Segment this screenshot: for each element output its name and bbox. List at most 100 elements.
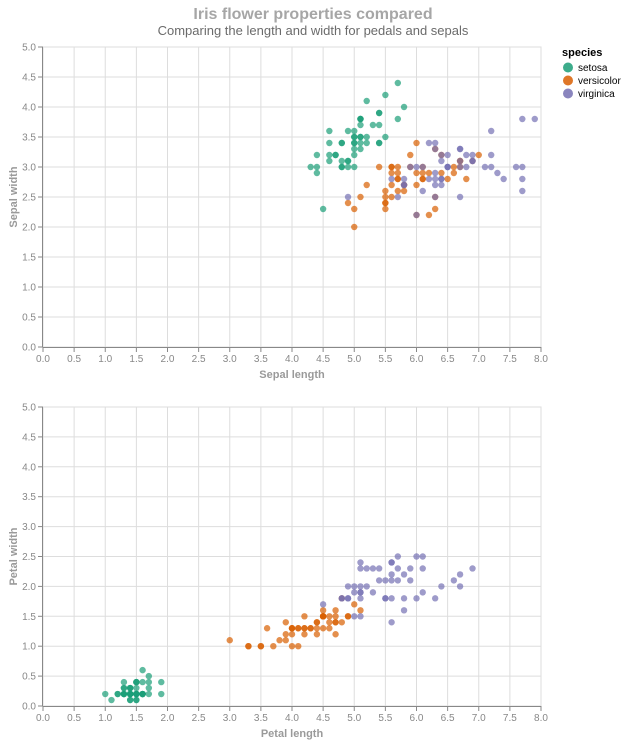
data-point-virginica xyxy=(419,187,426,195)
data-point-versicolor xyxy=(319,613,327,620)
data-point-setosa xyxy=(126,684,134,692)
data-point-versicolor xyxy=(332,613,339,620)
data-point-setosa xyxy=(326,139,333,147)
data-point-virginica xyxy=(456,571,464,578)
data-point-setosa xyxy=(313,151,321,159)
data-point-versicolor xyxy=(245,643,252,650)
data-point-virginica xyxy=(394,553,402,560)
data-point-virginica xyxy=(400,181,408,189)
y-axis-title: Sepal width xyxy=(8,166,20,227)
y-tick-label: 1.5 xyxy=(22,612,36,623)
data-point-versicolor xyxy=(270,643,277,650)
data-point-virginica xyxy=(431,193,439,201)
data-point-virginica xyxy=(456,163,464,171)
data-point-setosa xyxy=(344,157,352,165)
x-axis-title: Sepal length xyxy=(259,369,325,381)
data-point-virginica xyxy=(425,175,433,183)
x-tick-label: 2.0 xyxy=(161,713,175,724)
y-tick-label: 2.0 xyxy=(22,223,36,234)
data-point-virginica xyxy=(431,139,439,147)
y-tick-label: 2.5 xyxy=(22,552,36,563)
data-point-versicolor xyxy=(263,625,271,632)
data-point-virginica xyxy=(444,163,451,171)
data-point-virginica xyxy=(338,595,345,602)
data-point-setosa xyxy=(133,678,140,686)
x-tick-label: 6.0 xyxy=(410,713,424,724)
data-point-setosa xyxy=(357,133,364,141)
data-point-versicolor xyxy=(307,625,314,632)
data-point-virginica xyxy=(363,565,370,572)
data-point-virginica xyxy=(407,565,414,572)
data-point-virginica xyxy=(419,553,426,560)
chart-subtitle: Comparing the length and width for pedal… xyxy=(158,23,469,38)
legend-label: setosa xyxy=(578,63,608,74)
legend-symbol-setosa xyxy=(563,62,573,73)
data-point-versicolor xyxy=(332,607,339,614)
legend-label: versicolor xyxy=(578,76,621,87)
data-point-setosa xyxy=(363,133,370,141)
data-point-setosa xyxy=(351,163,358,171)
data-point-virginica xyxy=(400,607,408,614)
data-point-virginica xyxy=(431,145,439,153)
data-point-versicolor xyxy=(382,187,389,195)
data-point-virginica xyxy=(394,577,402,584)
data-point-versicolor xyxy=(338,619,345,626)
data-point-setosa xyxy=(313,163,321,171)
data-point-virginica xyxy=(463,163,470,171)
data-point-virginica xyxy=(407,577,414,584)
data-point-versicolor xyxy=(431,205,439,213)
x-tick-label: 3.0 xyxy=(223,354,237,365)
data-point-virginica xyxy=(357,595,364,602)
data-point-versicolor xyxy=(351,223,358,231)
data-point-setosa xyxy=(351,145,358,153)
data-point-versicolor xyxy=(319,625,327,632)
x-tick-label: 5.5 xyxy=(378,354,392,365)
data-point-virginica xyxy=(431,181,439,189)
data-point-virginica xyxy=(388,571,395,578)
data-point-versicolor xyxy=(419,169,426,177)
data-point-virginica xyxy=(413,163,420,171)
data-point-virginica xyxy=(351,613,358,620)
data-point-virginica xyxy=(494,169,501,177)
data-point-virginica xyxy=(456,145,464,153)
data-point-versicolor xyxy=(382,193,389,201)
data-point-virginica xyxy=(351,583,358,590)
data-point-versicolor xyxy=(313,619,321,626)
data-point-virginica xyxy=(407,163,414,171)
data-point-virginica xyxy=(375,577,383,584)
data-point-virginica xyxy=(400,571,408,578)
data-point-versicolor xyxy=(282,637,289,644)
data-point-versicolor xyxy=(319,607,327,614)
data-point-versicolor xyxy=(326,613,333,620)
data-point-virginica xyxy=(394,193,402,201)
y-tick-label: 4.0 xyxy=(22,103,36,114)
data-point-virginica xyxy=(438,157,445,165)
data-point-setosa xyxy=(326,151,333,159)
data-point-versicolor xyxy=(326,625,333,632)
data-point-virginica xyxy=(488,151,495,159)
data-point-virginica xyxy=(369,589,377,596)
data-point-setosa xyxy=(338,139,345,147)
x-tick-label: 1.5 xyxy=(129,713,143,724)
y-axis-title: Petal width xyxy=(8,527,20,585)
data-point-virginica xyxy=(431,169,439,177)
data-points xyxy=(307,79,538,231)
x-axis-title: Petal length xyxy=(261,728,324,740)
data-point-virginica xyxy=(357,559,364,566)
x-tick-label: 0.5 xyxy=(67,713,81,724)
chart-title: Iris flower properties compared xyxy=(193,6,432,23)
data-point-versicolor xyxy=(388,181,395,189)
data-point-versicolor xyxy=(332,619,339,626)
data-point-setosa xyxy=(133,696,140,704)
data-point-virginica xyxy=(344,583,352,590)
y-tick-label: 3.5 xyxy=(22,133,36,144)
data-point-versicolor xyxy=(301,625,308,632)
data-point-virginica xyxy=(413,211,420,219)
data-points xyxy=(102,553,476,704)
legend-symbol-virginica xyxy=(563,88,573,99)
x-tick-label: 5.5 xyxy=(378,713,392,724)
data-point-virginica xyxy=(456,193,464,201)
data-point-setosa xyxy=(108,696,115,704)
data-point-virginica xyxy=(351,589,358,596)
legend: species setosa versicolor virginica xyxy=(562,47,621,100)
